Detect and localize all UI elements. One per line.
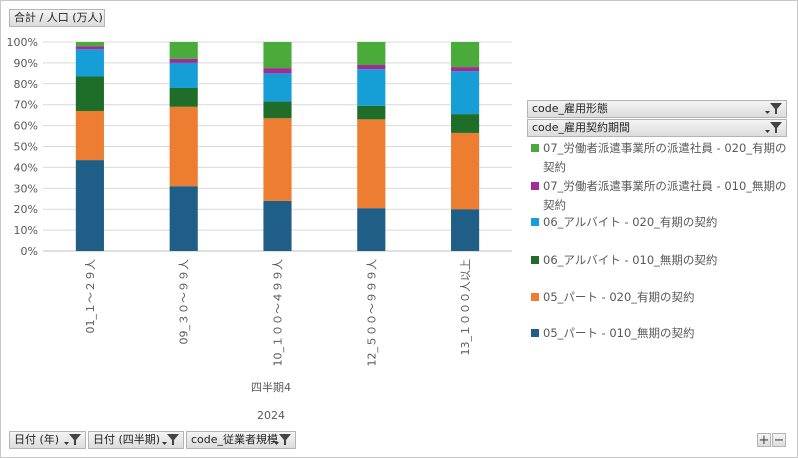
- bar-segment[interactable]: [75, 49, 104, 77]
- filter-dropdown-icon[interactable]: [272, 433, 292, 447]
- y-axis-ticks: 0% 10% 20% 30% 40% 50% 60% 70% 80% 90% 100%: [7, 36, 38, 258]
- bar-segment[interactable]: [75, 160, 104, 251]
- bar-segment[interactable]: [451, 209, 480, 251]
- bar-segment[interactable]: [169, 58, 198, 63]
- measure-field-button[interactable]: 合計 / 人口 (万人): [9, 9, 105, 27]
- x-tick-label: 01_１～２９人: [84, 259, 97, 334]
- axis-field-button-year[interactable]: 日付 (年): [9, 431, 86, 449]
- axis-field-label: 日付 (四半期): [93, 433, 161, 446]
- x-tick-label: 12_５００～９９９人: [365, 259, 378, 367]
- bar-segment[interactable]: [263, 101, 292, 119]
- filter-dropdown-icon[interactable]: [763, 121, 783, 135]
- bar-segment[interactable]: [169, 106, 198, 187]
- legend-field-button-employment-type[interactable]: code_雇用形態: [527, 100, 787, 118]
- bar-segment[interactable]: [75, 42, 104, 47]
- legend-swatch: [531, 293, 539, 301]
- legend-item: 07_労働者派遣事業所の派遣社員 - 010_無期の契約: [531, 177, 793, 215]
- bar-segment[interactable]: [169, 87, 198, 107]
- y-tick-label: 100%: [7, 36, 38, 49]
- bar-segment[interactable]: [169, 186, 198, 251]
- y-tick-label: 0%: [21, 245, 38, 258]
- y-tick-label: 30%: [14, 182, 38, 195]
- x-axis-ticks: 01_１～２９人 09_３０～９９人 10_１００～４９９人 12_５００～９９９人 1…: [84, 259, 472, 367]
- y-tick-label: 10%: [14, 224, 38, 237]
- legend-item: 06_アルバイト - 020_有期の契約: [531, 213, 793, 232]
- y-tick-label: 50%: [14, 141, 38, 154]
- bars: [75, 42, 480, 251]
- legend-label: 05_パート - 020_有期の契約: [543, 290, 695, 304]
- legend-field-button-contract-period[interactable]: code_雇用契約期間: [527, 119, 787, 137]
- minus-icon: −: [773, 433, 785, 448]
- legend-label: 07_労働者派遣事業所の派遣社員 - 010_無期の契約: [543, 179, 787, 212]
- legend-label: 07_労働者派遣事業所の派遣社員 - 020_有期の契約: [543, 141, 787, 174]
- axis-field-button-employer-size[interactable]: code_従業者規模: [186, 431, 296, 449]
- x-tick-label: 10_１００～４９９人: [272, 259, 285, 367]
- legend-label: 06_アルバイト - 010_無期の契約: [543, 253, 718, 267]
- bar-segment[interactable]: [357, 64, 386, 70]
- bar-segment[interactable]: [169, 42, 198, 59]
- filter-dropdown-icon[interactable]: [763, 102, 783, 116]
- bar-segment[interactable]: [357, 69, 386, 106]
- bar-segment[interactable]: [75, 46, 104, 50]
- bar-segment[interactable]: [357, 42, 386, 65]
- measure-field-label: 合計 / 人口 (万人): [14, 11, 103, 24]
- axis-field-label: code_従業者規模: [191, 433, 279, 446]
- legend-field-label: code_雇用契約期間: [532, 121, 631, 134]
- bar-segment[interactable]: [263, 42, 292, 69]
- plus-icon: +: [758, 433, 770, 448]
- filter-dropdown-icon[interactable]: [62, 433, 82, 447]
- x-tick-label: 13_１０００人以上: [459, 259, 472, 356]
- y-tick-label: 80%: [14, 78, 38, 91]
- bar-segment[interactable]: [357, 208, 386, 251]
- x-group-quarter-label: 四半期4: [251, 380, 291, 394]
- legend-item: 05_パート - 010_無期の契約: [531, 324, 793, 343]
- legend-swatch: [531, 218, 539, 226]
- legend-swatch: [531, 144, 539, 152]
- legend-item: 06_アルバイト - 010_無期の契約: [531, 251, 793, 270]
- y-tick-label: 90%: [14, 57, 38, 70]
- y-tick-label: 60%: [14, 120, 38, 133]
- bar-segment[interactable]: [169, 62, 198, 88]
- axis-field-button-quarter[interactable]: 日付 (四半期): [88, 431, 184, 449]
- bar-segment[interactable]: [451, 67, 480, 72]
- bar-segment[interactable]: [451, 114, 480, 133]
- bar-segment[interactable]: [451, 132, 480, 210]
- legend-swatch: [531, 256, 539, 264]
- bar-segment[interactable]: [75, 76, 104, 111]
- legend-swatch: [531, 182, 539, 190]
- bar-segment[interactable]: [263, 118, 292, 201]
- axis-field-label: 日付 (年): [14, 433, 60, 446]
- bar-segment[interactable]: [451, 71, 480, 115]
- y-tick-label: 40%: [14, 161, 38, 174]
- legend-field-label: code_雇用形態: [532, 102, 609, 115]
- bar-segment[interactable]: [263, 68, 292, 74]
- legend-label: 05_パート - 010_無期の契約: [543, 326, 695, 340]
- x-tick-label: 09_３０～９９人: [178, 259, 191, 345]
- legend-item: 07_労働者派遣事業所の派遣社員 - 020_有期の契約: [531, 139, 793, 177]
- bar-segment[interactable]: [263, 73, 292, 102]
- filter-dropdown-icon[interactable]: [160, 433, 180, 447]
- bar-segment[interactable]: [451, 42, 480, 68]
- bar-segment[interactable]: [357, 105, 386, 120]
- x-group-year-label: 2024: [257, 409, 285, 422]
- legend-label: 06_アルバイト - 020_有期の契約: [543, 215, 718, 229]
- bar-segment[interactable]: [75, 110, 104, 161]
- legend-swatch: [531, 329, 539, 337]
- bar-segment[interactable]: [357, 119, 386, 209]
- y-tick-label: 20%: [14, 203, 38, 216]
- expand-field-button[interactable]: +: [757, 433, 771, 447]
- collapse-field-button[interactable]: −: [772, 433, 786, 447]
- y-tick-label: 70%: [14, 99, 38, 112]
- legend-item: 05_パート - 020_有期の契約: [531, 288, 793, 307]
- bar-segment[interactable]: [263, 200, 292, 251]
